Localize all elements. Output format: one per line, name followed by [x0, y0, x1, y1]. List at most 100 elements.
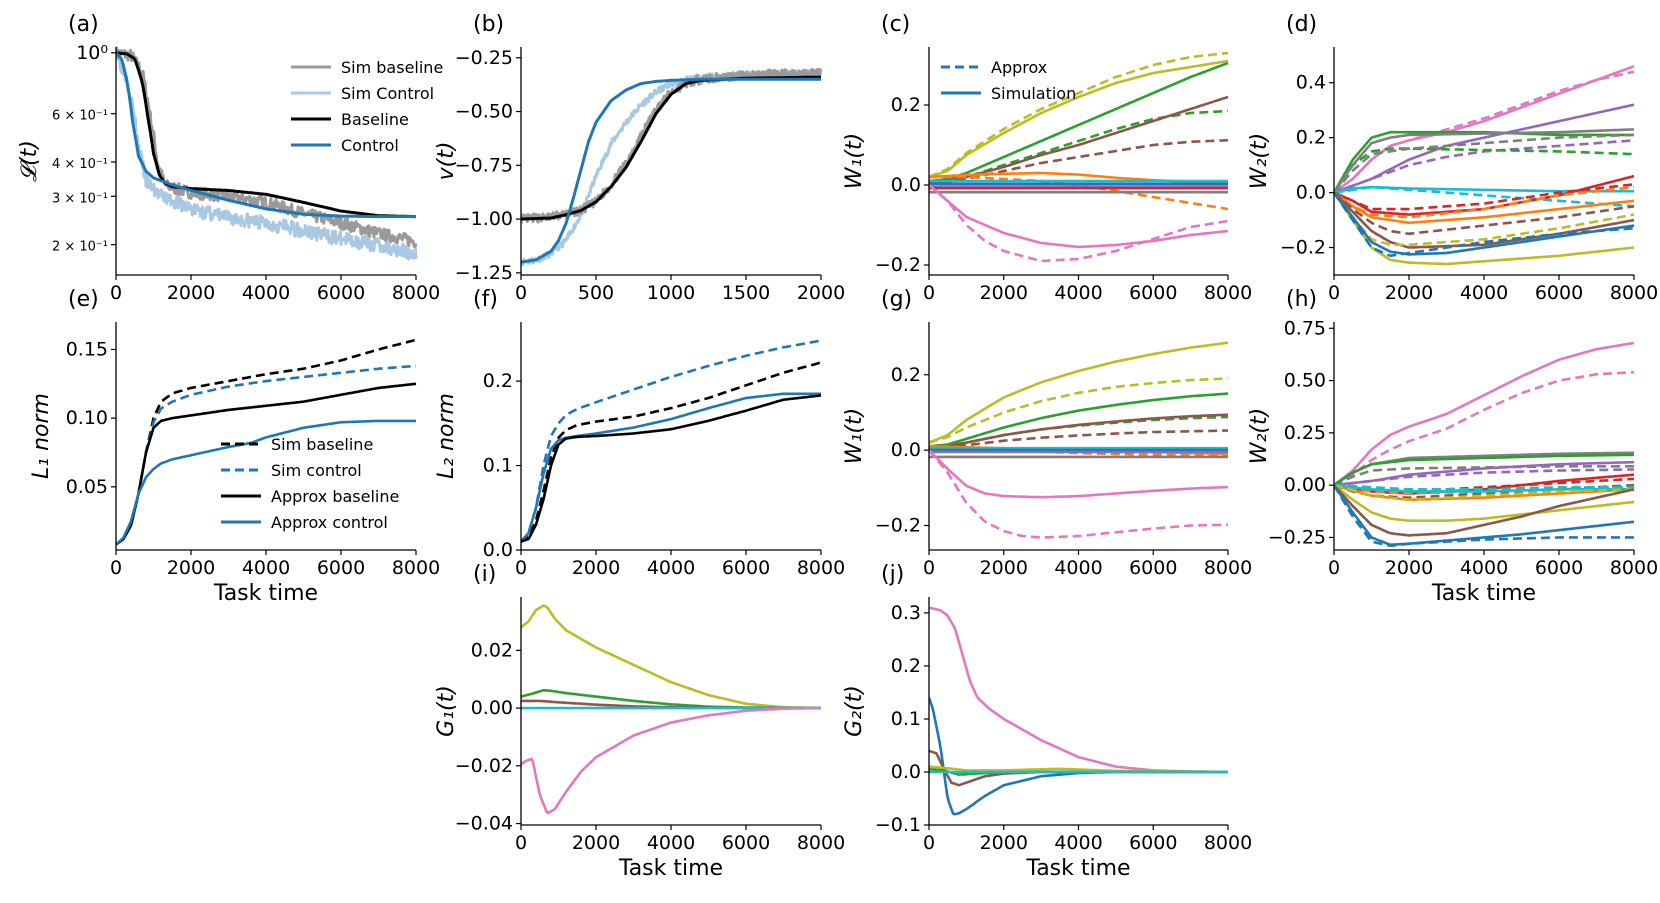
legend-e: Sim baseline Sim control Approx baseline Ap…: [221, 435, 399, 532]
series-d-orange-approx: [1334, 185, 1635, 219]
panel-j: 0 2000 4000 6000 8000 0.3 0.2 0.1 0.0 −0.1 (j) G₂(t…: [842, 562, 1252, 881]
y-tick-label: −0.50: [455, 101, 513, 123]
series-h-blue-sim: [1334, 484, 1635, 546]
x-tick-label: 4000: [647, 557, 695, 579]
x-tick-label: 0: [923, 282, 935, 304]
series-group-i: [521, 604, 821, 815]
panel-h: 0 2000 4000 6000 8000 0.75 0.50 0.25 0.00 −0.25 (h…: [1247, 287, 1658, 606]
legend-label: Approx baseline: [271, 487, 399, 506]
x-tick-label: 8000: [1204, 282, 1252, 304]
series-h-purple-approx: [1334, 468, 1634, 487]
series-b-control: [521, 77, 821, 264]
series-a-control: [116, 51, 416, 219]
series-j-pink: [929, 606, 1228, 774]
series-c-pink-approx: [929, 184, 1229, 263]
series-h-pink-sim: [1334, 341, 1635, 487]
x-tick-label: 6000: [1129, 282, 1177, 304]
y-tick-label: 0.2: [483, 370, 513, 392]
series-g-pink-approx: [929, 449, 1228, 539]
x-tick-label: 8000: [1610, 557, 1658, 579]
series-group-e: [116, 338, 417, 546]
series-h-olive-sim: [1334, 484, 1635, 522]
y-tick-label: 0.02: [471, 639, 513, 661]
panel-label: (i): [473, 562, 496, 587]
y-axis-label: W₁(t): [842, 133, 867, 189]
y-tick-label: 0.2: [891, 364, 921, 386]
series-c-brown-approx: [929, 138, 1229, 185]
panel-b: 0 500 1000 1500 2000 −0.25 −0.50 −0.75 −1.00 −1.2…: [434, 12, 845, 304]
panel-label: (f): [473, 287, 498, 312]
y-tick-label: 0.1: [483, 455, 513, 477]
y-axis-label: v(t): [434, 142, 459, 181]
y-tick-label: 0.75: [1284, 317, 1326, 339]
y-tick-label: 0.2: [891, 94, 921, 116]
x-tick-label: 6000: [1129, 557, 1177, 579]
panel-label: (c): [881, 12, 910, 37]
x-tick-label: 2000: [1385, 282, 1433, 304]
legend-label: Sim control: [271, 461, 362, 480]
series-e-approx-baseline: [116, 382, 417, 546]
panel-label: (g): [881, 287, 912, 312]
series-c-orange-approx: [929, 175, 1229, 211]
series-g-brown-sim: [929, 413, 1229, 450]
panel-f: 0 2000 4000 6000 8000 0.2 0.1 0.0 (f) L₂ norm: [434, 287, 845, 579]
legend-c: Approx Simulation: [941, 58, 1076, 103]
x-tick-label: 0: [515, 832, 527, 854]
panel-a: 0 2000 4000 6000 8000 10⁰ 6 × 10⁻¹ 4 × 10⁻¹ 3 × …: [17, 12, 443, 304]
x-tick-label: 2000: [797, 282, 845, 304]
y-tick-label: −0.2: [875, 515, 921, 537]
y-tick-label: 0.0: [891, 761, 921, 783]
series-h-orange-sim: [1334, 483, 1635, 502]
y-tick-label: 3 × 10⁻¹: [52, 191, 108, 206]
series-i-olive: [521, 604, 821, 710]
series-i-pink: [521, 706, 821, 815]
series-h-orange-approx: [1334, 483, 1635, 495]
x-tick-label: 0: [1328, 557, 1340, 579]
x-tick-label: 8000: [797, 832, 845, 854]
series-g-olive-approx: [929, 377, 1229, 444]
x-tick-label: 0: [110, 557, 122, 579]
x-tick-label: 6000: [722, 832, 770, 854]
series-f-approx-baseline: [521, 394, 822, 543]
y-tick-label: −0.04: [455, 813, 513, 835]
y-tick-label: −0.25: [455, 47, 513, 69]
series-c-pink-sim: [929, 184, 1229, 249]
y-tick-label: −0.02: [455, 755, 513, 777]
series-group-h: [1334, 341, 1635, 547]
x-tick-label: 8000: [797, 557, 845, 579]
y-tick-label: 6 × 10⁻¹: [52, 109, 108, 124]
x-tick-label: 4000: [1054, 832, 1102, 854]
x-axis-label: Task time: [213, 581, 318, 606]
x-tick-label: 6000: [722, 557, 770, 579]
x-tick-label: 6000: [1129, 832, 1177, 854]
y-tick-label: 0.2: [891, 655, 921, 677]
x-tick-label: 4000: [1460, 557, 1508, 579]
y-tick-label: 0.1: [891, 708, 921, 730]
y-tick-label: 0.15: [66, 338, 108, 360]
legend-label: Approx: [991, 58, 1047, 77]
series-f-sim-baseline: [521, 361, 822, 543]
y-axis-label: G₁(t): [434, 685, 459, 737]
y-tick-label: −0.75: [455, 154, 513, 176]
series-e-sim-baseline: [116, 338, 417, 546]
panel-label: (j): [881, 562, 904, 587]
x-tick-label: 4000: [1054, 282, 1102, 304]
series-c-green-sim: [929, 61, 1229, 183]
x-tick-label: 8000: [1204, 832, 1252, 854]
series-group-g: [929, 341, 1229, 539]
y-tick-label: 0.4: [1296, 72, 1326, 94]
x-tick-label: 4000: [1460, 282, 1508, 304]
y-tick-label: 0.25: [1284, 422, 1326, 444]
legend-a: Sim baseline Sim Control Baseline Control: [291, 58, 443, 155]
series-d-gray-sim: [1334, 128, 1635, 194]
series-d-pink-sim: [1334, 64, 1635, 194]
series-e-approx-control: [116, 419, 416, 546]
panel-label: (e): [68, 287, 99, 312]
x-tick-label: 0: [110, 282, 122, 304]
panel-d: 0 2000 4000 6000 8000 0.4 0.2 0.0 −0.2 (d) W₂(t): [1247, 12, 1658, 304]
y-axis-label: 𝓛(t): [17, 140, 42, 182]
y-tick-label: 0.00: [471, 697, 513, 719]
series-b-sim-control: [521, 68, 823, 267]
series-c-olive-sim: [929, 59, 1229, 179]
